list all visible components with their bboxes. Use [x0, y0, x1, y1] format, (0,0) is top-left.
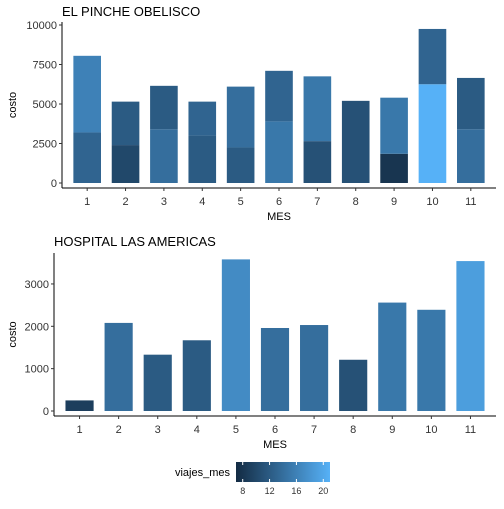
panel1-y-axis-label: costo — [7, 92, 19, 118]
panel1-x-tick-label: 4 — [199, 196, 205, 208]
panel1-x-tick-label: 9 — [391, 196, 397, 208]
panel1-bar-5-segment-1 — [226, 147, 255, 183]
panel1-bar-10-segment-2 — [418, 28, 447, 85]
panel1-x-tick-label: 7 — [314, 196, 320, 208]
panel1-bar-6-segment-2 — [265, 70, 293, 122]
panel1-bar-9-segment-1 — [380, 153, 408, 183]
panel1-y-tick-label: 5000 — [33, 99, 57, 111]
panel1-bar-10-segment-1 — [418, 84, 447, 183]
panel2-x-tick-label: 9 — [389, 424, 395, 436]
panel1-bar-11-segment-2 — [457, 77, 485, 130]
panel1-x-tick-label: 5 — [238, 196, 244, 208]
panel1-y-tick-label: 7500 — [33, 60, 57, 72]
panel2-x-tick-label: 11 — [465, 424, 476, 436]
legend-break-label: 20 — [318, 486, 328, 496]
panel1-bar-4-segment-2 — [188, 101, 217, 136]
panel2-y-axis-label: costo — [7, 321, 19, 347]
panel2-title: HOSPITAL LAS AMERICAS — [54, 234, 216, 249]
panel2-bar-4 — [182, 340, 211, 411]
panel1-y-tick-label: 0 — [51, 178, 57, 190]
panel2-bar-1 — [65, 400, 94, 411]
panel1-bar-8-segment-1 — [341, 100, 370, 183]
panel2-bar-11 — [456, 261, 485, 411]
panel2-bar-8 — [339, 359, 368, 411]
panel1-bar-3-segment-2 — [150, 85, 178, 130]
panel1-bar-11-segment-1 — [457, 129, 485, 183]
panel1-y-tick-label: 2500 — [33, 139, 57, 151]
panel2-y-tick-label: 2000 — [25, 321, 49, 333]
legend-break-label: 8 — [240, 486, 245, 496]
panel2-y-tick-label: 0 — [43, 406, 49, 418]
panel1-x-tick-label: 6 — [276, 196, 282, 208]
panel1-x-axis-label: MES — [267, 211, 291, 223]
panel1-bar-2-segment-2 — [111, 101, 140, 146]
panel1-bar-2-segment-1 — [111, 145, 140, 183]
panel1-bar-3-segment-1 — [150, 129, 178, 183]
panel2-x-tick-label: 10 — [425, 424, 437, 436]
panel1-x-tick-label: 10 — [426, 196, 438, 208]
panel2-bar-2 — [104, 322, 133, 411]
panel2-x-tick-label: 7 — [311, 424, 317, 436]
panel2-bar-10 — [417, 309, 446, 411]
panel2-bar-9 — [378, 302, 407, 411]
panel2-x-tick-label: 1 — [76, 424, 82, 436]
panel1-x-tick-label: 1 — [84, 196, 90, 208]
panel1-bar-1-segment-2 — [73, 55, 101, 133]
panel1-x-tick-label: 8 — [353, 196, 359, 208]
legend-break-label: 16 — [291, 486, 301, 496]
panel1-x-tick-label: 3 — [161, 196, 167, 208]
panel1-bar-7-segment-1 — [303, 141, 332, 183]
panel2-x-tick-label: 2 — [116, 424, 122, 436]
panel1-x-tick-label: 11 — [465, 196, 476, 208]
panel2-y-tick-label: 1000 — [25, 364, 49, 376]
panel2-bar-7 — [300, 325, 329, 411]
legend-title: viajes_mes — [175, 467, 231, 479]
panel2-x-tick-label: 4 — [194, 424, 200, 436]
panel1-bar-5-segment-2 — [226, 86, 255, 148]
panel2-x-tick-label: 8 — [350, 424, 356, 436]
panel1-bar-9-segment-2 — [380, 97, 408, 154]
panel1-bar-1-segment-1 — [73, 132, 101, 183]
panel1-bar-7-segment-2 — [303, 76, 332, 142]
panel2-bar-6 — [260, 327, 290, 411]
panel1-x-tick-label: 2 — [122, 196, 128, 208]
panel2-y-tick-label: 3000 — [25, 279, 49, 291]
panel2-x-tick-label: 5 — [233, 424, 239, 436]
panel2-x-axis-label: MES — [263, 439, 287, 451]
legend-colorbar — [236, 462, 330, 482]
panel1-y-tick-label: 10000 — [26, 20, 57, 32]
panel2-x-tick-label: 3 — [155, 424, 161, 436]
legend-break-label: 12 — [265, 486, 275, 496]
panel1-bar-6-segment-1 — [265, 121, 293, 183]
panel2-x-tick-label: 6 — [272, 424, 278, 436]
panel1-title: EL PINCHE OBELISCO — [62, 4, 200, 19]
panel2-bar-5 — [221, 259, 250, 411]
panel2-bar-3 — [143, 354, 172, 411]
panel1-bar-4-segment-1 — [188, 135, 217, 183]
